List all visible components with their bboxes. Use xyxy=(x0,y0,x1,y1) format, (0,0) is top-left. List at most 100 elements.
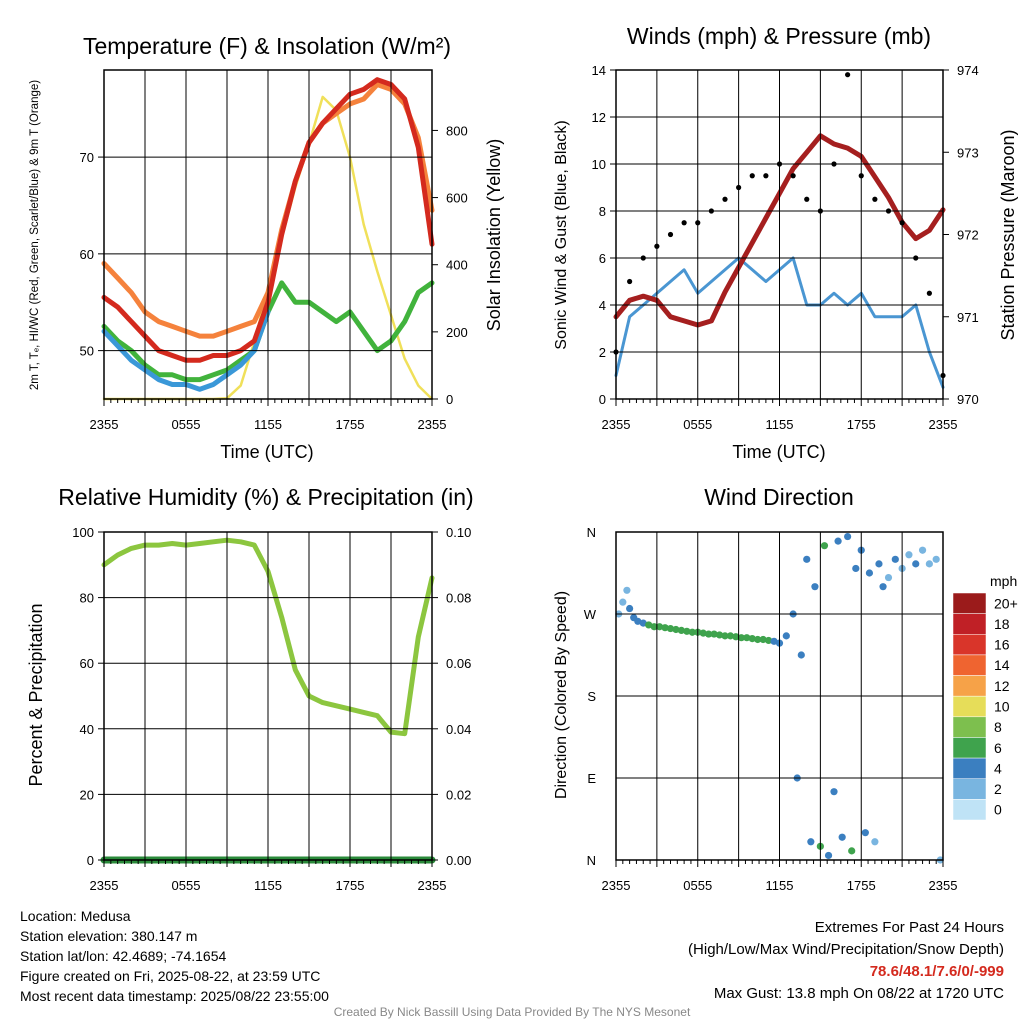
direction-point xyxy=(782,632,790,640)
y-tick-label-right: 0.04 xyxy=(446,722,471,737)
y-tick-label-left: 80 xyxy=(80,591,94,606)
colorbar-swatch xyxy=(952,695,987,718)
x-tick-label: 2355 xyxy=(418,417,447,432)
direction-point xyxy=(797,651,805,659)
colorbar-label: 6 xyxy=(994,740,1002,756)
direction-point xyxy=(721,632,729,640)
temperature-x-label: Time (UTC) xyxy=(220,442,313,462)
direction-point xyxy=(683,627,691,635)
x-tick-label: 1155 xyxy=(766,417,794,432)
recent-timestamp: Most recent data timestamp: 2025/08/22 2… xyxy=(20,988,329,1004)
direction-point xyxy=(852,564,860,573)
direction-point xyxy=(634,617,642,625)
colorbar-swatch xyxy=(952,716,987,738)
x-tick-label: 1155 xyxy=(766,878,794,893)
y-tick-label-left: 20 xyxy=(80,787,94,802)
x-tick-label: 1155 xyxy=(254,878,282,893)
colorbar-swatch xyxy=(952,757,987,779)
colorbar-label: 18 xyxy=(994,616,1010,632)
direction-point xyxy=(918,546,927,554)
temperature-panel-title: Temperature (F) & Insolation (W/m²) xyxy=(83,33,451,59)
max-gust: Max Gust: 13.8 mph On 08/22 at 1720 UTC xyxy=(713,985,1004,1002)
direction-point xyxy=(925,560,933,568)
direction-point xyxy=(619,598,627,606)
colorbar-label: 10 xyxy=(994,699,1010,715)
direction-point xyxy=(807,838,815,846)
direction-point xyxy=(830,788,838,796)
direction-point xyxy=(834,537,842,545)
gust-point xyxy=(845,72,851,78)
y-tick-label-left: 100 xyxy=(72,525,94,540)
winds-panel-title: Winds (mph) & Pressure (mb) xyxy=(627,23,931,49)
y-tick-label-left: 8 xyxy=(599,204,606,219)
direction-point xyxy=(871,838,879,846)
direction-point xyxy=(884,573,893,582)
colorbar-label: 14 xyxy=(994,657,1010,673)
x-tick-label: 0555 xyxy=(683,417,712,432)
x-tick-label: 1155 xyxy=(254,417,282,432)
y-tick-label-right: 200 xyxy=(446,325,468,340)
x-tick-label: 2355 xyxy=(418,878,447,893)
direction-point xyxy=(912,560,920,568)
colorbar-swatch xyxy=(952,634,987,656)
station-info: Location: Medusa Station elevation: 380.… xyxy=(20,906,329,1006)
y-tick-label-right: 0.00 xyxy=(446,853,471,868)
direction-point xyxy=(710,630,718,638)
direction-point xyxy=(770,637,778,645)
direction-point xyxy=(879,583,887,591)
gust-point xyxy=(790,173,796,179)
winds-pressure-panel: Winds (mph) & Pressure (mb) Time (UTC) S… xyxy=(553,23,1018,462)
y-tick-label-right: 0.08 xyxy=(446,591,471,606)
direction-point xyxy=(748,635,756,643)
wind-direction-left-axis-label: Direction (Colored By Speed) xyxy=(553,591,570,799)
x-tick-label: 0555 xyxy=(683,878,712,893)
gust-point xyxy=(681,220,687,226)
station-latlon: Station lat/lon: 42.4689; -74.1654 xyxy=(20,948,227,964)
y-tick-label-left: 2 xyxy=(599,345,606,360)
figure-created: Figure created on Fri, 2025-08-22, at 23… xyxy=(20,968,321,984)
colorbar-swatch xyxy=(952,675,987,697)
colorbar-label: 4 xyxy=(994,760,1002,776)
y-tick-label-left: W xyxy=(584,607,597,622)
y-tick-label-left: N xyxy=(587,853,596,868)
direction-point xyxy=(715,631,724,639)
y-tick-label-right: 970 xyxy=(957,392,979,407)
direction-point xyxy=(811,583,819,591)
grid-lines xyxy=(104,70,432,399)
direction-point xyxy=(838,833,846,841)
gust-point xyxy=(667,231,674,238)
y-tick-label-right: 972 xyxy=(957,228,979,243)
y-tick-label-right: 800 xyxy=(446,123,468,138)
y-tick-label-left: 40 xyxy=(80,722,94,737)
direction-point xyxy=(844,532,852,541)
x-tick-label: 2355 xyxy=(602,417,631,432)
winds-right-axis-label: Station Pressure (Maroon) xyxy=(998,129,1018,340)
direction-point xyxy=(732,633,740,641)
winds-left-axis-label: Sonic Wind & Gust (Blue, Black) xyxy=(553,120,570,349)
colorbar-swatch xyxy=(952,613,987,635)
x-tick-label: 1755 xyxy=(336,417,365,432)
colorbar-label: 12 xyxy=(994,678,1010,694)
colorbar-label: 16 xyxy=(994,637,1010,653)
grid-lines xyxy=(616,69,943,400)
direction-point xyxy=(672,625,680,634)
x-tick-label: 2355 xyxy=(929,417,958,432)
wind-direction-panel-title: Wind Direction xyxy=(704,484,854,510)
colorbar-swatch xyxy=(952,654,987,676)
colorbar-swatch xyxy=(952,737,987,759)
temperature-right-axis-label: Solar Insolation (Yellow) xyxy=(484,139,504,331)
x-tick-label: 1755 xyxy=(847,878,876,893)
y-tick-label-right: 0.10 xyxy=(446,525,471,540)
direction-point xyxy=(891,555,899,563)
station-elevation: Station elevation: 380.147 m xyxy=(20,928,198,944)
winds-x-label: Time (UTC) xyxy=(732,442,825,462)
direction-point xyxy=(699,629,707,637)
grid-lines xyxy=(616,532,943,860)
direction-point xyxy=(661,624,669,632)
y-tick-label-left: 60 xyxy=(80,247,94,262)
y-tick-label-left: 50 xyxy=(80,344,94,359)
direction-point xyxy=(656,623,664,631)
x-tick-label: 0555 xyxy=(172,878,201,893)
speed-colorbar: mph 20+ 18 16 14 12 10 8 6 4 2 0 xyxy=(952,573,1018,821)
